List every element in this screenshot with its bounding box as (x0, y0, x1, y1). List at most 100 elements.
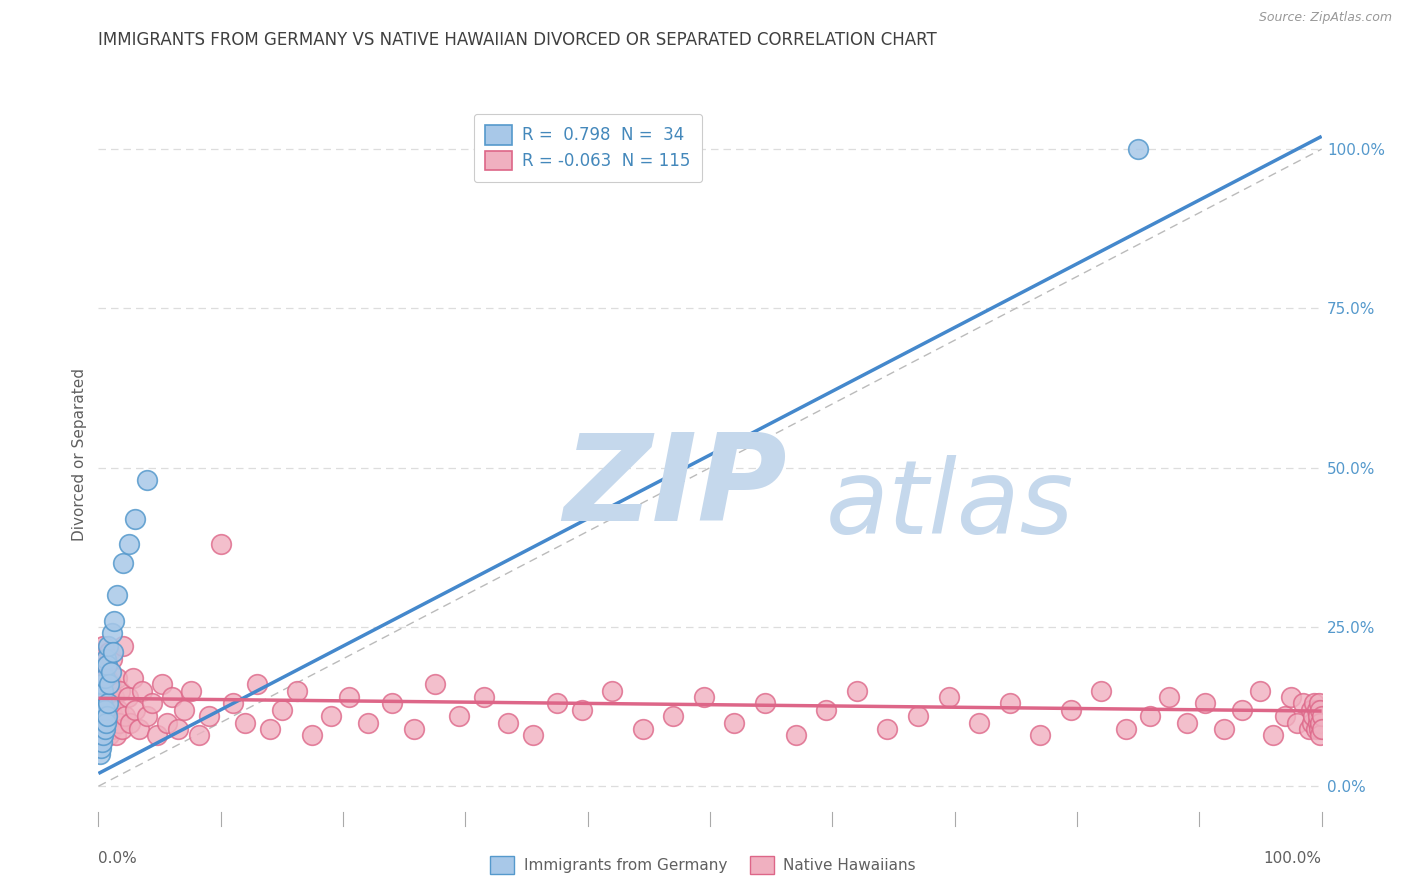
Point (124, 511, 146, 525)
Point (104, 728, 127, 742)
Point (270, 703, 294, 717)
Point (356, 715, 378, 730)
Point (114, 709, 136, 723)
Point (1308, 697, 1330, 711)
Point (90, 741, 112, 756)
Point (662, 709, 685, 723)
Point (101, 709, 124, 723)
Point (1128, 142, 1150, 156)
Point (1306, 709, 1329, 723)
Point (103, 614, 125, 628)
Point (1249, 683, 1271, 698)
Point (89, 728, 111, 742)
Point (105, 588, 128, 602)
Point (89, 665, 111, 679)
Point (96, 697, 118, 711)
Point (522, 728, 544, 742)
Point (150, 677, 173, 691)
Point (1292, 697, 1315, 711)
Point (93, 683, 115, 698)
Point (197, 709, 219, 723)
Point (815, 703, 838, 717)
Text: atlas: atlas (827, 455, 1074, 555)
Point (98, 645, 121, 659)
Point (100, 677, 122, 691)
Point (1306, 715, 1329, 730)
Text: 0.0%: 0.0% (98, 851, 138, 866)
Point (1309, 715, 1331, 730)
Point (96, 709, 118, 723)
Point (187, 728, 209, 742)
Point (423, 677, 446, 691)
Point (98, 677, 121, 691)
Point (93, 671, 115, 685)
Y-axis label: Divorced or Separated: Divorced or Separated (72, 368, 87, 541)
Point (111, 556, 134, 570)
Point (91, 677, 114, 691)
Point (124, 703, 146, 717)
Point (907, 709, 929, 723)
Point (693, 690, 716, 704)
Point (128, 722, 150, 736)
Point (156, 715, 179, 730)
Point (1029, 728, 1052, 742)
Point (90, 652, 112, 666)
Point (337, 690, 360, 704)
Point (1230, 703, 1253, 717)
Point (141, 697, 163, 711)
Point (571, 703, 593, 717)
Point (94, 722, 117, 736)
Point (631, 722, 654, 736)
Point (998, 697, 1021, 711)
Point (1310, 722, 1333, 736)
Point (91, 709, 114, 723)
Point (89, 715, 111, 730)
Point (1309, 728, 1331, 742)
Point (91, 703, 114, 717)
Point (160, 690, 183, 704)
Point (845, 683, 868, 698)
Point (222, 697, 245, 711)
Point (90, 690, 112, 704)
Point (111, 722, 134, 736)
Point (1301, 715, 1323, 730)
Point (131, 683, 153, 698)
Point (1310, 709, 1333, 723)
Point (97, 639, 120, 653)
Point (1279, 690, 1302, 704)
Point (103, 690, 125, 704)
Point (319, 709, 342, 723)
Point (1305, 722, 1327, 736)
Point (93, 703, 115, 717)
Point (97, 715, 120, 730)
Point (259, 722, 281, 736)
Point (93, 722, 115, 736)
Point (96, 658, 118, 673)
Point (246, 677, 269, 691)
Point (1175, 715, 1198, 730)
Point (1060, 703, 1083, 717)
Point (111, 639, 134, 653)
Point (120, 715, 142, 730)
Point (110, 683, 132, 698)
Point (121, 671, 143, 685)
Point (90, 722, 112, 736)
Point (90, 715, 112, 730)
Point (1309, 703, 1331, 717)
Point (89, 690, 111, 704)
Point (1303, 697, 1326, 711)
Point (91, 683, 114, 698)
Point (496, 715, 519, 730)
Point (449, 709, 471, 723)
Point (136, 709, 159, 723)
Point (146, 728, 169, 742)
Point (938, 690, 960, 704)
Point (1274, 709, 1296, 723)
Point (1261, 728, 1284, 742)
Point (967, 715, 990, 730)
Point (1306, 703, 1329, 717)
Point (180, 683, 202, 698)
Point (1308, 722, 1330, 736)
Point (97, 690, 120, 704)
Point (402, 722, 425, 736)
